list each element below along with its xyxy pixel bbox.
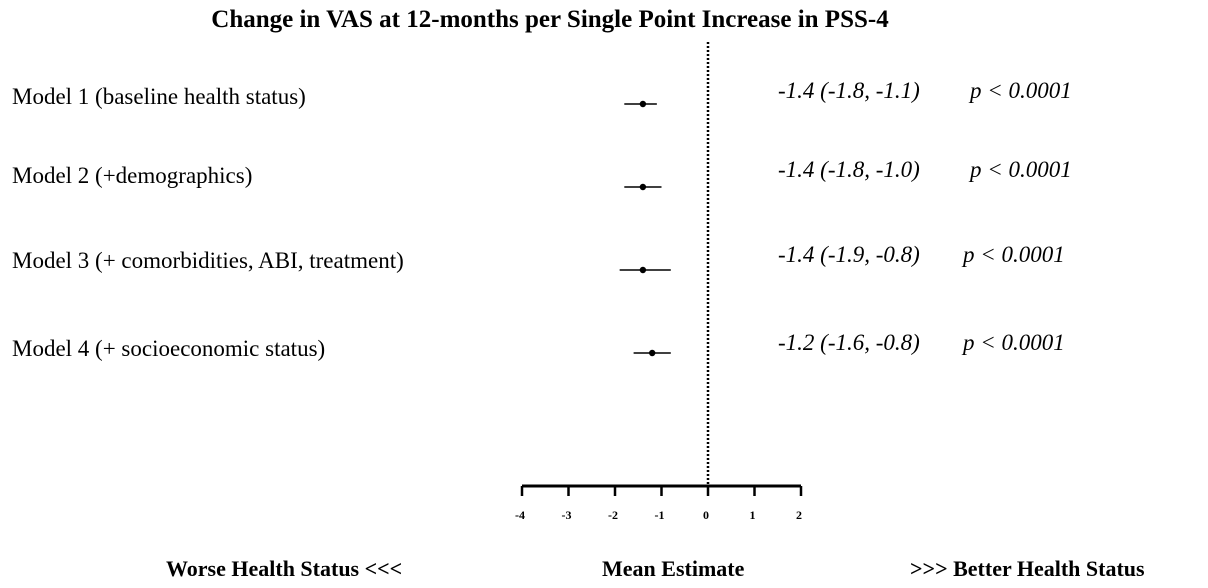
pvalue-text-model-4: p < 0.0001 (963, 330, 1065, 355)
pvalue-text-model-3: p < 0.0001 (963, 242, 1065, 267)
x-tick-label-4: 0 (703, 508, 709, 522)
x-tick-label-0: -4 (515, 508, 525, 522)
footer-center-label: Mean Estimate (602, 556, 745, 581)
footer-worse-label: Worse Health Status <<< (166, 556, 403, 581)
pvalue-text-model-1: p < 0.0001 (970, 78, 1072, 103)
point-estimate-model-4 (649, 349, 656, 357)
estimate-text-model-1: -1.4 (-1.8, -1.1) (778, 78, 920, 103)
x-tick-label-6: 2 (796, 508, 802, 522)
point-estimate-model-1 (639, 100, 647, 108)
pvalue-text-model-2: p < 0.0001 (970, 157, 1072, 182)
estimate-text-model-3: -1.4 (-1.9, -0.8) (778, 242, 920, 267)
footer-better-label: >>> Better Health Status (910, 556, 1145, 581)
x-tick-label-2: -2 (608, 508, 618, 522)
estimate-text-model-4: -1.2 (-1.6, -0.8) (778, 330, 920, 355)
x-tick-label-1: -3 (562, 508, 572, 522)
row-label-model-2: Model 2 (+demographics) (12, 163, 253, 188)
point-estimate-model-3 (639, 266, 647, 274)
chart-title: Change in VAS at 12-months per Single Po… (211, 6, 889, 33)
x-tick-label-5: 1 (750, 508, 756, 522)
row-label-model-4: Model 4 (+ socioeconomic status) (12, 336, 326, 361)
x-tick-label-3: -1 (655, 508, 665, 522)
row-label-model-3: Model 3 (+ comorbidities, ABI, treatment… (12, 248, 404, 273)
row-label-model-1: Model 1 (baseline health status) (12, 84, 306, 109)
estimate-text-model-2: -1.4 (-1.8, -1.0) (778, 157, 920, 182)
point-estimate-model-2 (639, 183, 647, 191)
